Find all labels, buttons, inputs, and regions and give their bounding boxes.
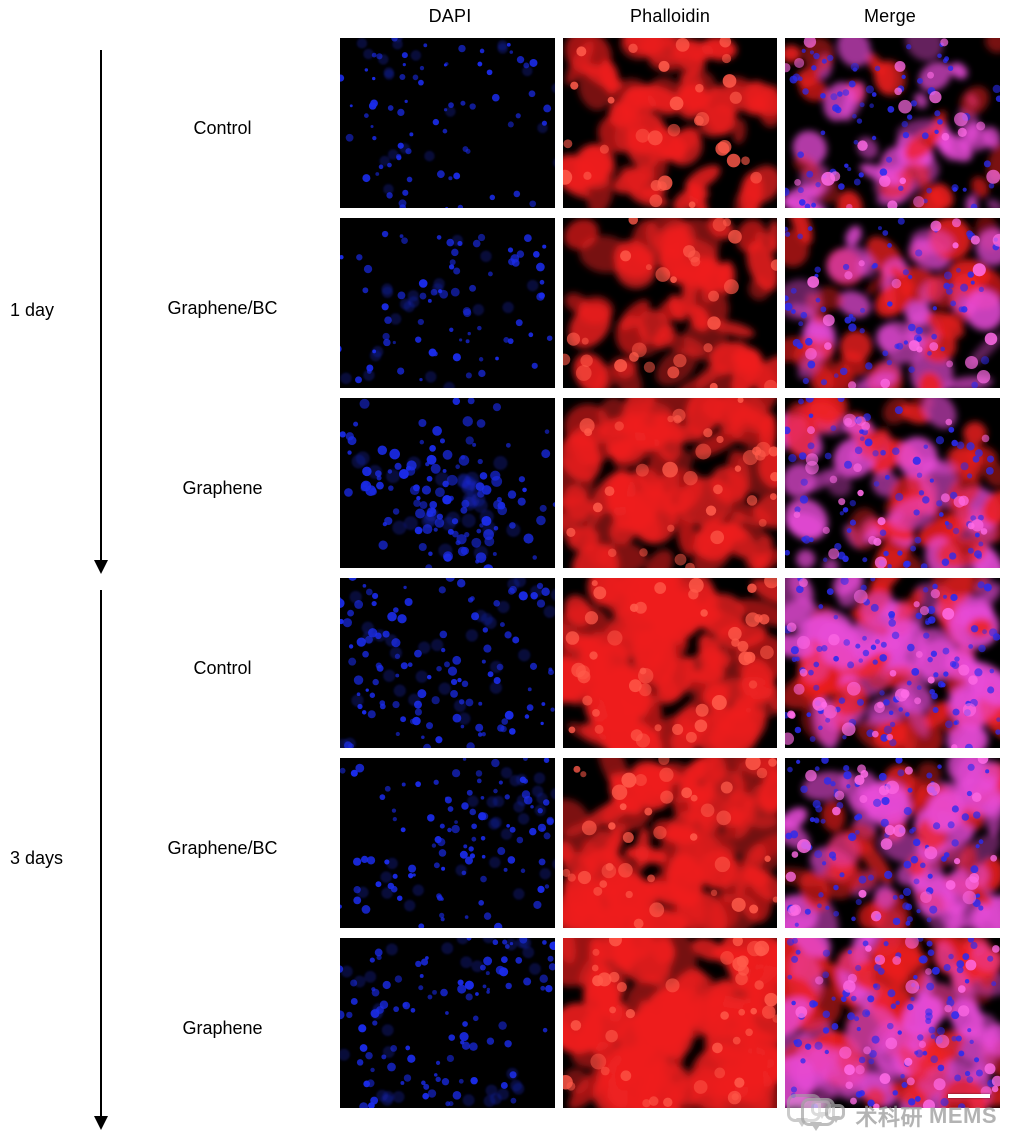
row-label: Control: [110, 578, 335, 758]
microscopy-panel: [340, 758, 555, 928]
grid-row: [340, 938, 1000, 1108]
microscopy-panel: [563, 758, 778, 928]
arrow-1day: [100, 50, 102, 562]
arrow-3days: [100, 590, 102, 1118]
time-label-3days: 3 days: [10, 848, 63, 869]
grid-row: [340, 578, 1000, 748]
chat-bubble-icon: [787, 1094, 831, 1130]
col-header-merge: Merge: [780, 6, 1000, 36]
col-header-dapi: DAPI: [340, 6, 560, 36]
microscopy-panel: [340, 38, 555, 208]
arrow-head-3days: [94, 1116, 108, 1130]
grid-row: [340, 218, 1000, 388]
arrow-head-1day: [94, 560, 108, 574]
row-label: Control: [110, 38, 335, 218]
microscopy-panel: [563, 218, 778, 388]
microscopy-panel: [785, 578, 1000, 748]
col-header-phalloidin: Phalloidin: [560, 6, 780, 36]
microscopy-panel: [563, 38, 778, 208]
microscopy-panel: [785, 398, 1000, 568]
microscopy-panel: [340, 578, 555, 748]
microscopy-panel: [563, 578, 778, 748]
microscopy-panel: [785, 218, 1000, 388]
microscopy-panel: [340, 938, 555, 1108]
row-label: Graphene: [110, 938, 335, 1118]
row-label: Graphene/BC: [110, 218, 335, 398]
row-label: Graphene: [110, 398, 335, 578]
time-label-1day: 1 day: [10, 300, 54, 321]
microscopy-panel: [785, 938, 1000, 1108]
microscopy-panel: [563, 938, 778, 1108]
grid-row: [340, 38, 1000, 208]
microscopy-panel: [340, 218, 555, 388]
microscopy-panel: [785, 758, 1000, 928]
microscopy-panel: [563, 398, 778, 568]
row-labels-column: ControlGraphene/BCGrapheneControlGraphen…: [110, 38, 335, 1118]
microscopy-panel: [340, 398, 555, 568]
figure-panel-grid: DAPI Phalloidin Merge 1 day 3 days Contr…: [0, 0, 1011, 1142]
row-label: Graphene/BC: [110, 758, 335, 938]
microscopy-panel: [785, 38, 1000, 208]
watermark-chat-icon-left: [787, 1094, 831, 1130]
timegroup-1day: 1 day: [10, 300, 120, 321]
scale-bar: [948, 1094, 990, 1098]
timegroup-3days: 3 days: [10, 848, 120, 869]
grid-row: [340, 758, 1000, 928]
image-grid: [340, 38, 1000, 1118]
column-headers: DAPI Phalloidin Merge: [340, 6, 1000, 36]
grid-row: [340, 398, 1000, 568]
